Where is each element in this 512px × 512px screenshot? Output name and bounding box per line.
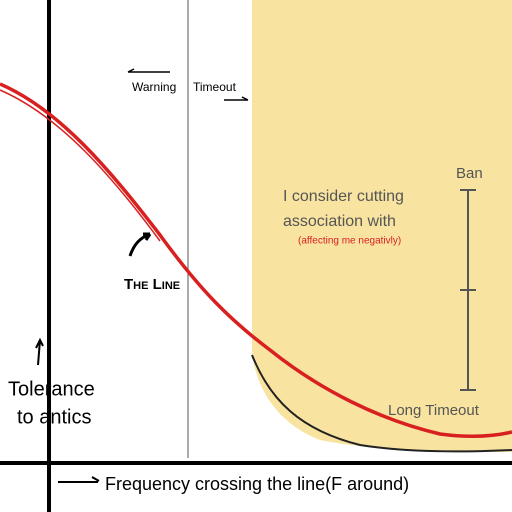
arrow-right: [224, 96, 249, 101]
arrow-left: [127, 68, 170, 73]
ban-label: Ban: [456, 165, 483, 182]
the-line-curve-stroke: [0, 89, 161, 242]
y-axis-label: Tolerance: [8, 378, 95, 400]
curve-label: The Line: [124, 276, 180, 293]
scale-bar: [460, 189, 476, 391]
y-axis-label: to antics: [17, 406, 91, 428]
curve-arrow: [128, 232, 152, 257]
zone-line: association with: [283, 213, 396, 230]
long-timeout-label: Long Timeout: [388, 402, 480, 419]
y-arrow: [35, 337, 44, 366]
warning-label: Warning: [132, 80, 176, 94]
x-arrow: [58, 476, 100, 483]
zone-line: I consider cutting: [283, 188, 404, 205]
zone-note: (affecting me negativly): [298, 236, 401, 247]
x-axis-label: Frequency crossing the line(F around): [105, 474, 409, 494]
zone-edge: [251, 354, 512, 453]
the-line-curve: [0, 82, 512, 438]
zone: [252, 0, 512, 452]
timeout-label: Timeout: [193, 80, 237, 94]
